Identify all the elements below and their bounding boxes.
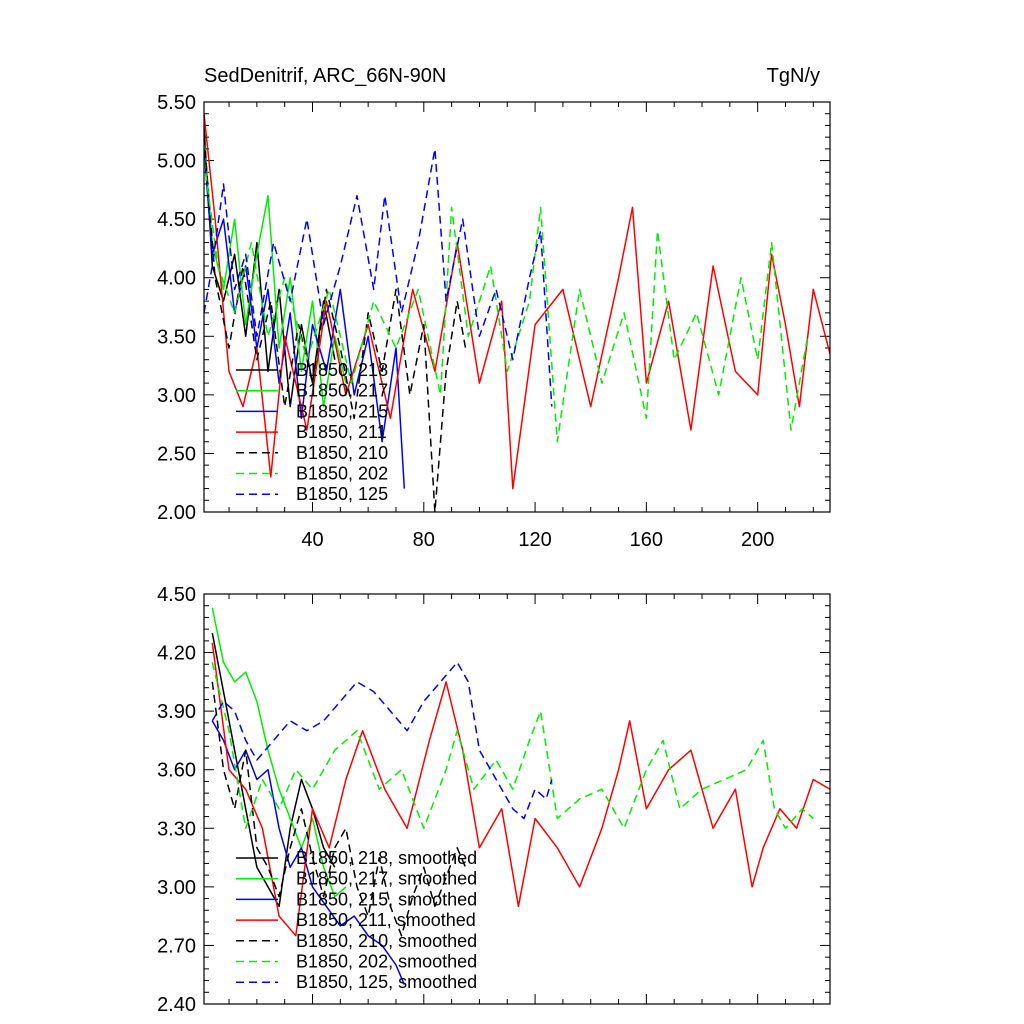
bottom-legend-label-4: B1850, 211, smoothed bbox=[296, 910, 476, 930]
bottom-legend-label-6: B1850, 202, smoothed bbox=[296, 952, 477, 972]
bottom-panel: 2.40 2.70 3.00 3.30 3.60 3.90 4.20 4.50 B1850, … bbox=[157, 584, 831, 1016]
top-plot-frame bbox=[203, 101, 831, 513]
top-x-tick-label: 200 bbox=[741, 529, 774, 551]
bottom-legend-label-7: B1850, 125, smoothed bbox=[296, 972, 477, 992]
bottom-y-tick-label: 4.50 bbox=[157, 584, 196, 606]
top-legend-label-7: B1850, 125 bbox=[296, 484, 388, 504]
top-series-line-6 bbox=[204, 160, 809, 443]
top-x-tick-label: 40 bbox=[301, 529, 323, 551]
top-legend-label-1: B1850, 218 bbox=[296, 360, 388, 380]
top-legend-label-5: B1850, 210 bbox=[296, 443, 388, 463]
top-panel: SedDenitrif, ARC_66N-90N TgN/y 2.00 2.50 3… bbox=[157, 65, 831, 551]
bottom-y-tick-label: 4.20 bbox=[157, 643, 196, 665]
bottom-legend-label-5: B1850, 210, smoothed bbox=[296, 931, 477, 951]
bottom-series-line-7 bbox=[211, 661, 553, 820]
top-series-line-3 bbox=[204, 148, 406, 489]
bottom-y-tick-label: 3.30 bbox=[157, 818, 196, 840]
top-y-tick-label: 2.00 bbox=[157, 502, 196, 524]
bottom-series-line-6 bbox=[211, 662, 814, 830]
top-chart-title: SedDenitrif, ARC_66N-90N bbox=[204, 65, 446, 87]
top-y-tick-label: 4.00 bbox=[157, 268, 196, 290]
top-legend-label-6: B1850, 202 bbox=[296, 464, 388, 484]
top-y-tick-label: 2.50 bbox=[157, 443, 196, 465]
bottom-y-tick-label: 2.70 bbox=[157, 935, 196, 957]
top-x-tick-label: 120 bbox=[518, 529, 551, 551]
top-series-line-2 bbox=[204, 137, 347, 408]
top-legend-label-3: B1850, 215 bbox=[296, 401, 388, 421]
top-legend-label-2: B1850, 217 bbox=[296, 381, 388, 401]
bottom-legend-label-1: B1850, 218, smoothed bbox=[296, 848, 477, 868]
top-x-tick-label: 160 bbox=[630, 529, 663, 551]
top-y-tick-label: 5.50 bbox=[157, 92, 196, 114]
top-y-tick-label: 5.00 bbox=[157, 151, 196, 173]
bottom-series-line-3 bbox=[211, 720, 405, 985]
top-series-line-7 bbox=[204, 148, 553, 407]
bottom-legend-label-3: B1850, 215, smoothed bbox=[296, 889, 477, 909]
top-x-tick-label: 80 bbox=[413, 529, 435, 551]
top-y-tick-label: 4.50 bbox=[157, 209, 196, 231]
bottom-series-line-2 bbox=[211, 607, 347, 898]
top-y-tick-label: 3.50 bbox=[157, 326, 196, 348]
bottom-y-tick-label: 3.60 bbox=[157, 760, 196, 782]
bottom-y-tick-label: 3.00 bbox=[157, 877, 196, 899]
top-series-line-1 bbox=[204, 125, 336, 408]
bottom-series-line-1 bbox=[211, 632, 336, 908]
top-chart-units: TgN/y bbox=[767, 65, 820, 87]
top-y-tick-label: 3.00 bbox=[157, 385, 196, 407]
bottom-legend-label-2: B1850, 217, smoothed bbox=[296, 869, 477, 889]
bottom-y-tick-label: 3.90 bbox=[157, 701, 196, 723]
bottom-plot-frame bbox=[203, 593, 831, 1005]
bottom-y-tick-label: 2.40 bbox=[157, 994, 196, 1016]
top-series-line-4 bbox=[204, 113, 830, 490]
bottom-series-line-4 bbox=[211, 642, 830, 937]
top-series-line-5 bbox=[204, 137, 467, 512]
top-legend-label-4: B1850, 211 bbox=[296, 422, 387, 442]
